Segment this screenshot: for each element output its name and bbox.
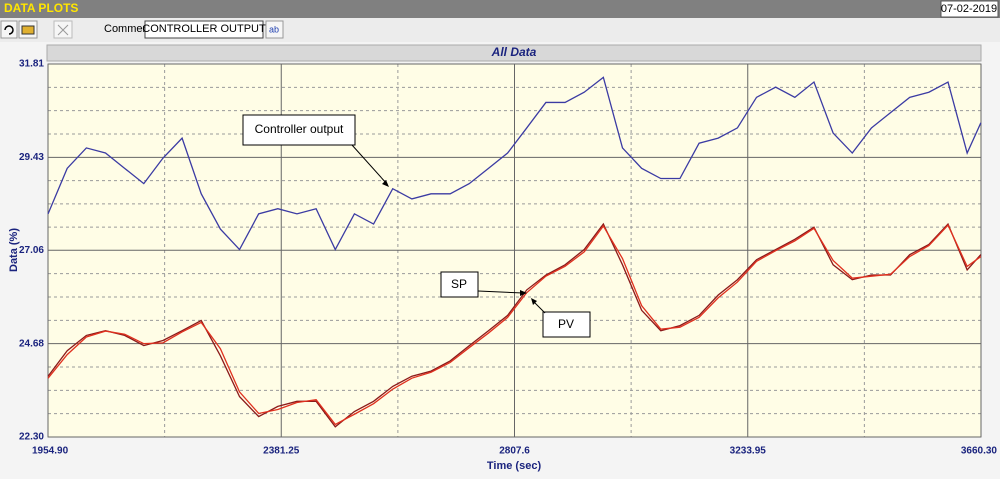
series-line [47,224,982,426]
x-tick-label: 2381.25 [263,446,300,457]
arrow-head [531,298,537,305]
y-tick-label: 22.30 [19,432,44,443]
series-line [47,76,982,251]
annotation-controller-output: Controller output [255,122,344,136]
annotation-sp: SP [451,277,467,291]
x-tick-label: 1954.90 [32,446,69,457]
chart-header [46,44,982,62]
comment-field[interactable] [144,20,264,39]
y-tick-label: 24.68 [19,338,44,349]
arrow-head [382,180,389,187]
x-tick-label: 3233.95 [730,446,767,457]
date: 07-02-2019 [941,3,997,15]
edit-button[interactable] [265,20,284,39]
title-bar [0,0,1000,18]
undo-button[interactable] [0,20,18,39]
annotation-box [440,271,479,298]
open-icon [21,25,35,35]
comment-label: Comment [104,23,152,35]
x-axis-label: Time (sec) [487,460,542,472]
grid [47,63,982,438]
comment-value: CONTROLLER OUTPUT [142,23,266,35]
annotation-box [242,114,356,146]
annotation-arrow [351,144,388,185]
close-icon [57,24,69,36]
x-tick-label: 3660.30 [961,446,998,457]
chart-title: All Data [491,45,537,59]
annotation-arrow [477,290,524,294]
x-tick-label: 2807.6 [499,446,530,457]
y-axis-label: Data (%) [8,228,20,272]
annotation-pv: PV [558,317,574,331]
edit-icon: ab [269,24,279,34]
arrow-head [520,290,527,296]
annotation-box [542,311,591,338]
y-tick-label: 29.43 [19,152,44,163]
y-tick-label: 31.81 [19,59,44,70]
date-box [940,0,999,18]
undo-icon [4,25,14,35]
window-title: DATA PLOTS [4,1,78,15]
annotations: Controller output SP PV [242,114,591,338]
lines [47,76,982,428]
y-tick-label: 27.06 [19,245,44,256]
